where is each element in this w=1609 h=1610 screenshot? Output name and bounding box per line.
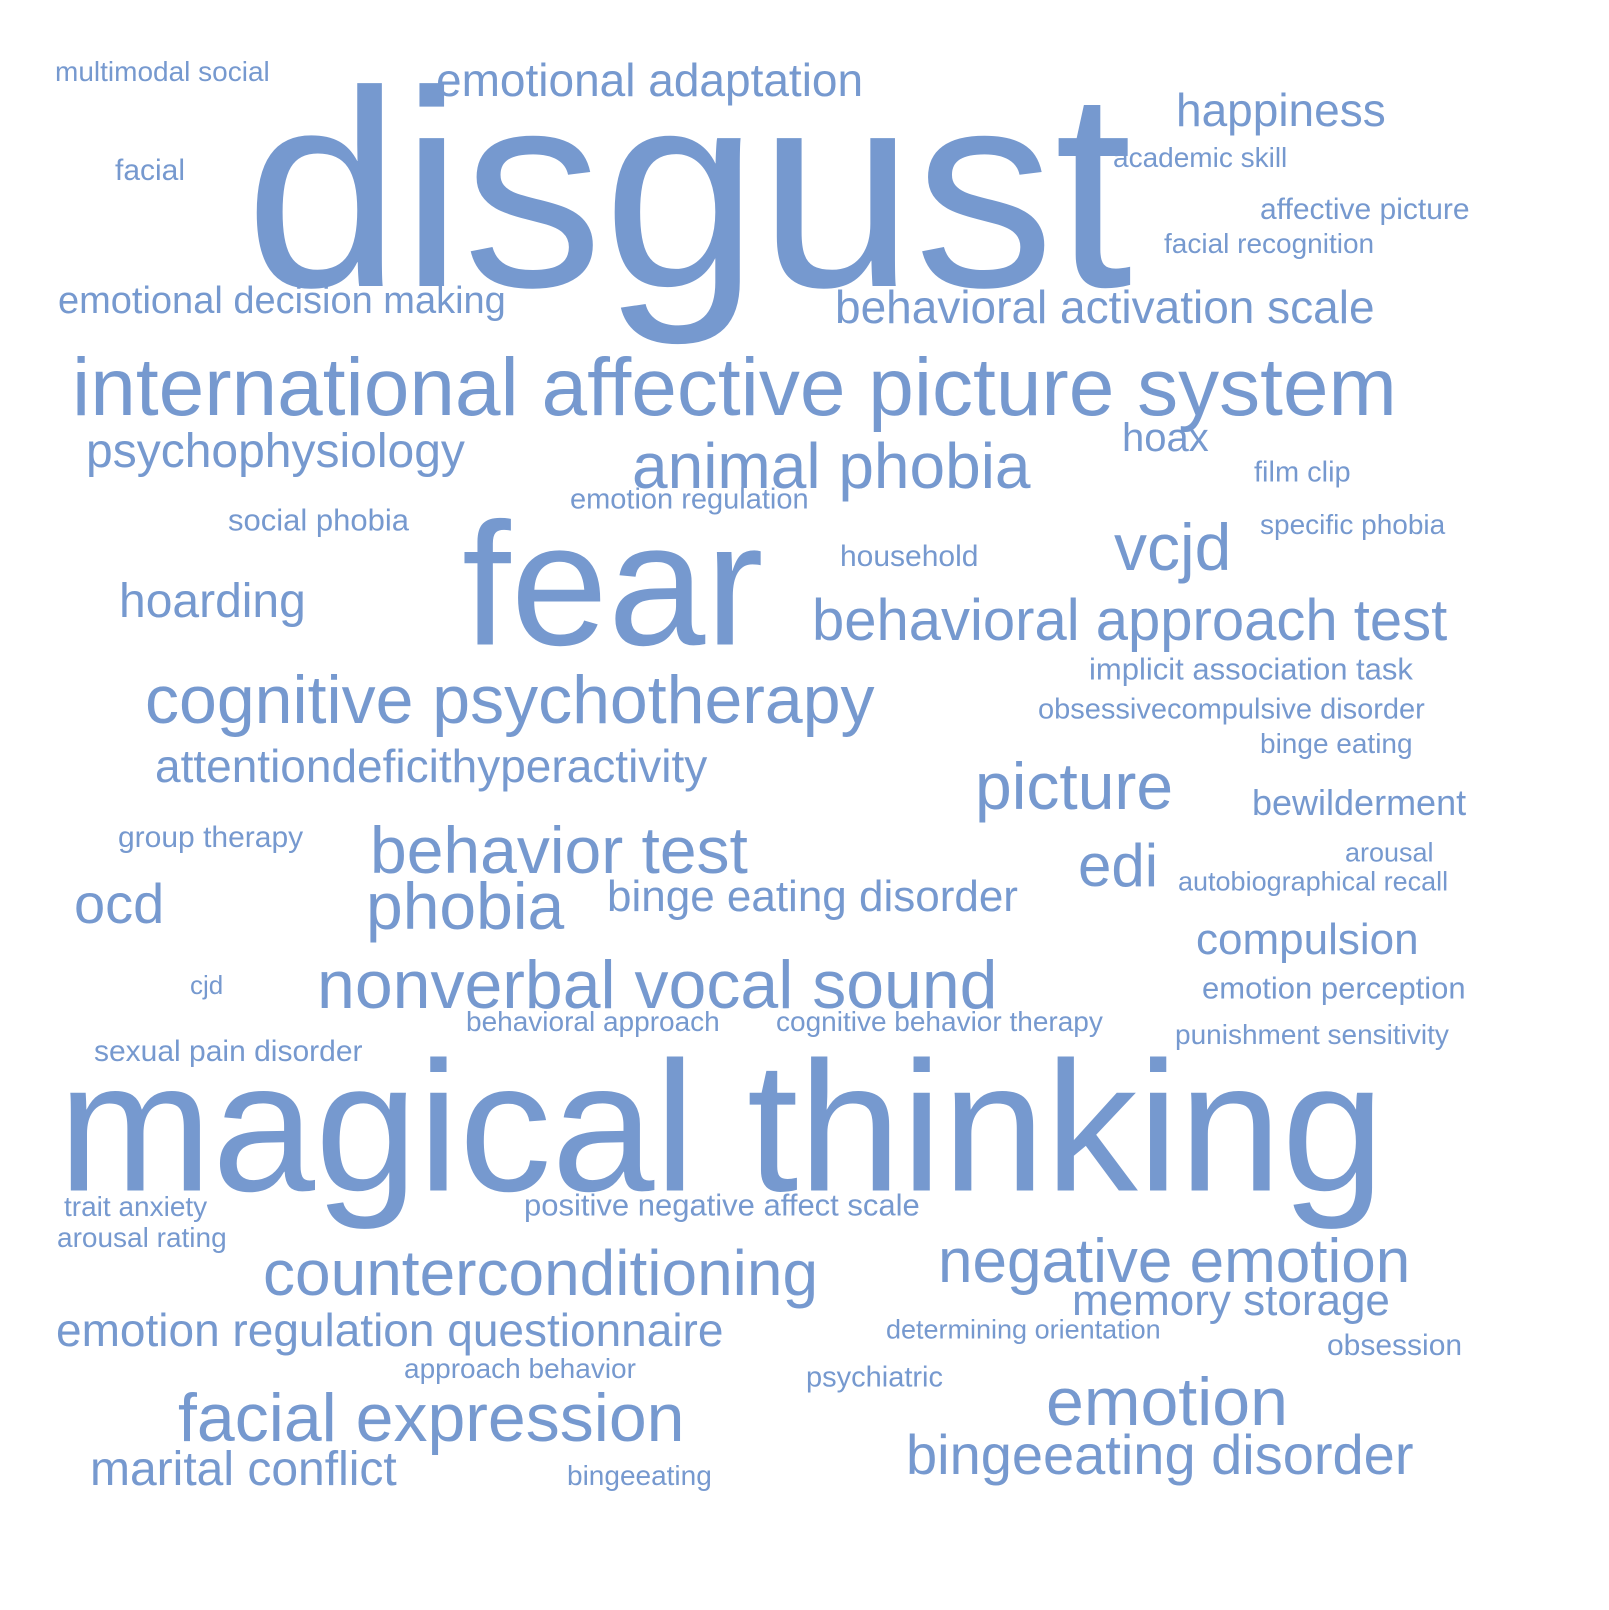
word-behavioral-approach-test: behavioral approach test bbox=[812, 588, 1448, 653]
word-facial-expression: facial expression bbox=[178, 1380, 685, 1456]
word-marital-conflict: marital conflict bbox=[90, 1443, 397, 1496]
word-facial-recognition: facial recognition bbox=[1164, 228, 1375, 259]
word-bewilderment: bewilderment bbox=[1252, 782, 1467, 823]
word-implicit-association-task: implicit association task bbox=[1089, 651, 1413, 687]
word-edi: edi bbox=[1078, 832, 1159, 899]
word-binge-eating-disorder: binge eating disorder bbox=[607, 872, 1018, 921]
word-disgust: disgust bbox=[245, 34, 1133, 346]
word-obsessivecompulsive-disorder: obsessivecompulsive disorder bbox=[1038, 693, 1425, 726]
word-ocd: ocd bbox=[74, 872, 165, 935]
word-emotion-regulation-questionnaire: emotion regulation questionnaire bbox=[56, 1304, 724, 1356]
word-vcjd: vcjd bbox=[1114, 510, 1232, 584]
word-compulsion: compulsion bbox=[1196, 915, 1419, 964]
word-behavioral-approach: behavioral approach bbox=[466, 1006, 720, 1037]
word-facial: facial bbox=[115, 154, 186, 187]
word-film-clip: film clip bbox=[1254, 456, 1351, 489]
word-fear: fear bbox=[462, 487, 764, 683]
word-academic-skill: academic skill bbox=[1113, 142, 1288, 173]
word-cognitive-behavior-therapy: cognitive behavior therapy bbox=[776, 1006, 1103, 1037]
word-obsession: obsession bbox=[1327, 1329, 1463, 1362]
word-social-phobia: social phobia bbox=[228, 502, 409, 538]
word-determining-orientation: determining orientation bbox=[886, 1314, 1161, 1345]
word-attentiondeficithyperactivity: attentiondeficithyperactivity bbox=[155, 740, 708, 792]
word-cognitive-psychotherapy: cognitive psychotherapy bbox=[145, 662, 875, 738]
word-trait-anxiety: trait anxiety bbox=[64, 1191, 208, 1222]
word-emotional-decision-making: emotional decision making bbox=[58, 280, 506, 322]
word-positive-negative-affect-scale: positive negative affect scale bbox=[524, 1187, 920, 1223]
word-binge-eating: binge eating bbox=[1260, 728, 1413, 759]
word-multimodal-social: multimodal social bbox=[55, 56, 270, 87]
word-sexual-pain-disorder: sexual pain disorder bbox=[94, 1035, 363, 1068]
word-phobia: phobia bbox=[366, 869, 565, 943]
word-emotion: emotion bbox=[1046, 1364, 1288, 1440]
word-cjd: cjd bbox=[190, 970, 224, 1000]
word-punishment-sensitivity: punishment sensitivity bbox=[1175, 1019, 1449, 1050]
word-specific-phobia: specific phobia bbox=[1260, 509, 1446, 540]
word-emotional-adaptation: emotional adaptation bbox=[436, 54, 864, 106]
word-hoarding: hoarding bbox=[119, 575, 306, 628]
word-behavior-test: behavior test bbox=[370, 813, 748, 887]
word-picture: picture bbox=[975, 749, 1174, 823]
word-psychophysiology: psychophysiology bbox=[86, 425, 465, 478]
word-behavioral-activation-scale: behavioral activation scale bbox=[835, 281, 1375, 333]
word-approach-behavior: approach behavior bbox=[404, 1353, 636, 1384]
word-autobiographical-recall: autobiographical recall bbox=[1178, 866, 1449, 897]
word-bingeeating-disorder: bingeeating disorder bbox=[906, 1423, 1414, 1486]
word-household: household bbox=[840, 540, 979, 573]
word-international-affective-picture-system: international affective picture system bbox=[72, 342, 1397, 433]
word-magical-thinking: magical thinking bbox=[58, 1024, 1385, 1231]
word-nonverbal-vocal-sound: nonverbal vocal sound bbox=[317, 947, 998, 1023]
word-group-therapy: group therapy bbox=[118, 821, 304, 854]
word-hoax: hoax bbox=[1122, 416, 1209, 460]
word-memory-storage: memory storage bbox=[1072, 1276, 1390, 1325]
word-arousal-rating: arousal rating bbox=[57, 1222, 227, 1253]
word-happiness: happiness bbox=[1176, 84, 1386, 136]
word-negative-emotion: negative emotion bbox=[938, 1227, 1411, 1296]
word-counterconditioning: counterconditioning bbox=[263, 1237, 819, 1309]
word-emotion-perception: emotion perception bbox=[1202, 970, 1466, 1006]
word-arousal: arousal bbox=[1345, 837, 1434, 868]
word-bingeeating: bingeeating bbox=[567, 1460, 712, 1491]
word-psychiatric: psychiatric bbox=[806, 1361, 943, 1394]
word-emotion-regulation: emotion regulation bbox=[570, 483, 809, 516]
word-animal-phobia: animal phobia bbox=[632, 430, 1031, 502]
word-affective-picture: affective picture bbox=[1260, 193, 1470, 226]
